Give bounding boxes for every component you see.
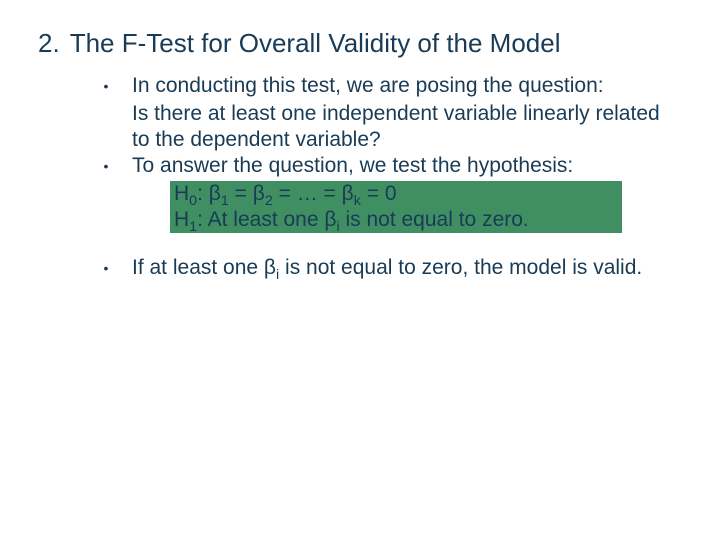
slide: 2. The F-Test for Overall Validity of th… <box>0 0 720 540</box>
hypothesis-h0: H0: β1 = β2 = … = βk = 0 <box>174 181 682 207</box>
b3-text-b: is not equal to zero, the model is valid… <box>279 256 642 279</box>
bullet-3-text: If at least one βi is not equal to zero,… <box>132 255 642 281</box>
eq1: = <box>229 182 253 205</box>
beta: β <box>324 208 336 231</box>
h1-text-b: is not equal to zero. <box>340 208 529 231</box>
bullet-marker: • <box>80 255 132 281</box>
bullet-1-line2: Is there at least one independent variab… <box>132 101 682 153</box>
hypotheses-block: H0: β1 = β2 = … = βk = 0 H1: At least on… <box>132 181 682 233</box>
bullet-2-line1: To answer the question, we test the hypo… <box>132 153 573 179</box>
spacer <box>80 233 682 255</box>
h1-label-h: H <box>174 208 189 231</box>
slide-body: • In conducting this test, we are posing… <box>80 73 682 281</box>
b3-text-a: If at least one <box>132 256 264 279</box>
beta: β <box>209 182 221 205</box>
h0-colon: : <box>197 182 209 205</box>
h1-text-a: : At least one <box>197 208 324 231</box>
bullet-3: • If at least one βi is not equal to zer… <box>80 255 682 281</box>
dots: = … = <box>273 182 342 205</box>
eq-zero: = 0 <box>361 182 397 205</box>
bullet-marker: • <box>80 73 132 99</box>
title-text: The F-Test for Overall Validity of the M… <box>70 28 561 59</box>
h1-sub: 1 <box>189 219 197 235</box>
bullet-2: • To answer the question, we test the hy… <box>80 153 682 179</box>
title-number: 2. <box>38 28 60 59</box>
beta: β <box>264 256 276 279</box>
slide-title: 2. The F-Test for Overall Validity of th… <box>38 28 682 59</box>
beta: β <box>253 182 265 205</box>
bullet-marker: • <box>80 153 132 179</box>
beta: β <box>342 182 354 205</box>
hypothesis-h1: H1: At least one βi is not equal to zero… <box>174 207 682 233</box>
bullet-1: • In conducting this test, we are posing… <box>80 73 682 99</box>
bullet-1-line1: In conducting this test, we are posing t… <box>132 73 604 99</box>
h0-label-h: H <box>174 182 189 205</box>
